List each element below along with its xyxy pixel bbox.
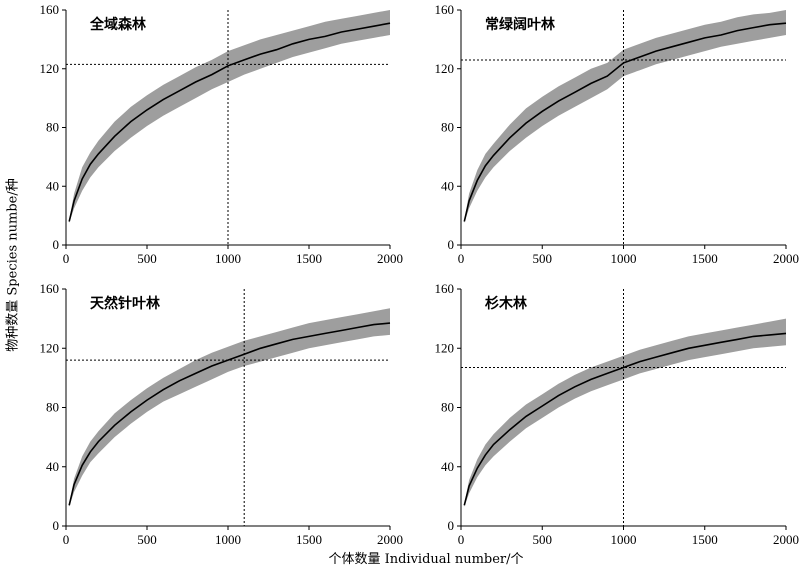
x-tick-label: 1500 (692, 532, 718, 547)
y-tick-label: 80 (46, 120, 59, 135)
mean-curve (463, 332, 787, 506)
y-tick-label: 160 (40, 281, 60, 296)
y-tick-label: 0 (53, 237, 60, 252)
x-tick-label: 1000 (215, 532, 241, 547)
mean-curve (68, 322, 391, 506)
x-tick-label: 0 (458, 251, 465, 266)
y-tick-label: 120 (435, 61, 455, 76)
y-tick-label: 0 (448, 237, 455, 252)
chart-panel-4: 0 500 1000 1500 2000 0 40 80 120 160 杉木林 (435, 281, 800, 547)
y-tick-label: 120 (40, 61, 60, 76)
y-tick-label: 40 (441, 178, 454, 193)
y-tick-label: 0 (448, 518, 455, 533)
x-tick-label: 0 (63, 532, 70, 547)
y-tick-label: 120 (40, 340, 60, 355)
y-tick-label: 80 (46, 400, 59, 415)
y-tick-label: 160 (435, 281, 455, 296)
panel-title: 杉木林 (485, 295, 527, 312)
x-tick-label: 1000 (611, 251, 637, 266)
y-axis-title: 物种数量 Species numbe/种 (6, 178, 21, 351)
x-tick-label: 2000 (377, 251, 403, 266)
panel-title: 天然针叶林 (90, 295, 160, 312)
y-tick-label: 40 (46, 459, 59, 474)
panels: 0 500 1000 1500 2000 0 40 80 120 160 全域森林 0 500 1000 1… (40, 2, 800, 547)
mean-curve (68, 22, 391, 222)
x-tick-label: 0 (458, 532, 465, 547)
confidence-band (69, 308, 390, 507)
confidence-band (464, 318, 786, 507)
y-tick-label: 40 (441, 459, 454, 474)
x-tick-label: 1000 (215, 251, 241, 266)
y-tick-label: 40 (46, 178, 59, 193)
y-tick-label: 160 (40, 2, 60, 17)
y-tick-label: 80 (441, 400, 454, 415)
x-tick-label: 1500 (296, 532, 322, 547)
x-tick-label: 500 (137, 251, 157, 266)
panel-title: 常绿阔叶林 (485, 16, 555, 33)
x-tick-label: 1500 (692, 251, 718, 266)
confidence-band (464, 10, 786, 223)
x-tick-label: 2000 (773, 251, 799, 266)
x-tick-label: 500 (137, 532, 157, 547)
y-tick-label: 0 (53, 518, 60, 533)
x-tick-label: 500 (533, 251, 553, 266)
x-tick-label: 2000 (377, 532, 403, 547)
x-tick-label: 2000 (773, 532, 799, 547)
x-axis-title: 个体数量 Individual number/个 (328, 552, 523, 567)
x-tick-label: 1500 (296, 251, 322, 266)
x-tick-label: 0 (63, 251, 70, 266)
chart-panel-2: 0 500 1000 1500 2000 0 40 80 120 160 常绿阔叶林 (435, 2, 800, 266)
mean-curve (463, 22, 787, 222)
confidence-band (69, 10, 390, 223)
chart-panel-3: 0 500 1000 1500 2000 0 40 80 120 160 天然针叶林 (40, 281, 404, 547)
y-tick-label: 120 (435, 340, 455, 355)
panel-title: 全域森林 (89, 16, 146, 33)
y-tick-label: 80 (441, 120, 454, 135)
y-tick-label: 160 (435, 2, 455, 17)
x-tick-label: 500 (533, 532, 553, 547)
chart-panel-1: 0 500 1000 1500 2000 0 40 80 120 160 全域森林 (40, 2, 404, 266)
x-tick-label: 1000 (611, 532, 637, 547)
